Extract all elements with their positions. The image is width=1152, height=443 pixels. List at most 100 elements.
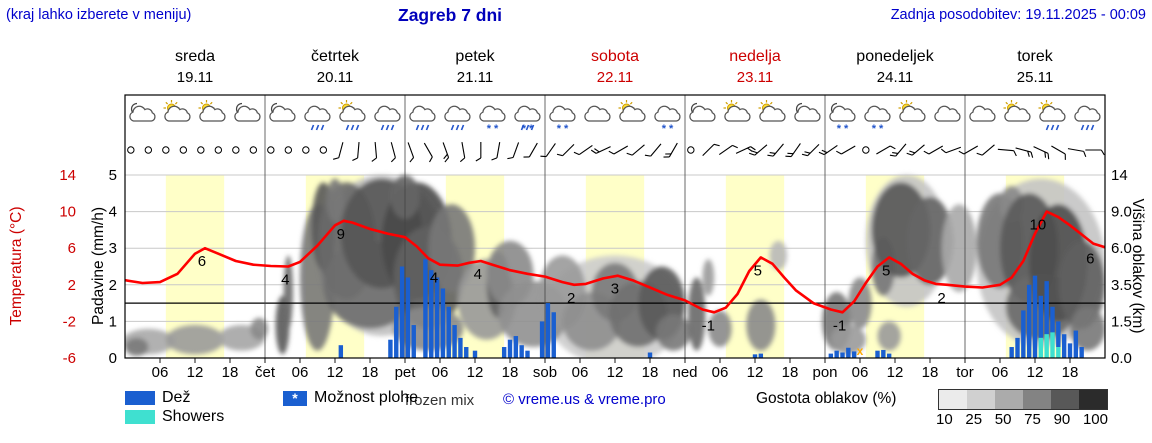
wind-barb-icon [923,145,944,155]
wind-calm-icon [232,146,240,154]
temperature-value-label: 10 [1029,217,1046,234]
wind-barb-icon [390,142,396,163]
wind-barb-icon [749,144,768,156]
rain-bar [434,277,440,358]
rain-bar [834,350,839,358]
cloud-blob [941,204,977,293]
weather-icon-cloud-rain [1074,105,1101,131]
x-axis-tick-label: 18 [642,364,659,381]
weather-icon-sun-cloud [898,100,926,122]
frozen-mix-legend-label: frozen mix [405,392,475,409]
weather-icon-sun-cloud [758,100,786,122]
temperature-value-label: -1 [833,317,846,334]
temperature-line [125,210,1105,314]
wind-barb-icon [801,143,820,157]
cloud-blob [283,255,293,329]
rain-icon [415,124,420,131]
day-date: 25.11 [1016,69,1054,86]
wind-calm-icon [249,146,258,154]
x-axis-tick-label: 12 [1027,364,1044,381]
weather-icon-cloud-rain [409,105,436,131]
weather-icon-moon-cloud [689,102,716,122]
rain-bar [1032,275,1038,358]
weather-icon-cloud [969,105,996,122]
copyright-link[interactable]: © vreme.us & vreme.pro [503,391,666,408]
wind-calm-icon [127,146,135,154]
cloud-blob [708,310,732,348]
snow-icon: * * [487,123,499,135]
wind-barb-icon [785,143,801,158]
wind-barb-icon [371,141,378,162]
wind-barb-icon [507,142,520,160]
day-header-petek: petek 21.11 [405,46,545,88]
cloud-icon [864,105,891,122]
shower-bar [1056,347,1061,358]
rain-icon [345,124,350,131]
wind-barb-icon [573,144,593,156]
cloud-blob [746,299,776,351]
precipitation-tick-label: 0 [109,350,117,367]
cloud-blob [906,196,954,285]
cloud-icon [619,105,646,122]
precipitation-axis-label: Padavine (mm/h) [90,206,107,326]
cloud-icon [269,105,296,122]
wind-barb-icon [523,142,538,158]
cloud-icon [689,105,716,122]
weather-icon-sun-cloud-rain [338,100,366,131]
wind-barb-icon [876,145,896,155]
wind-barb-icon [626,144,645,156]
cloud-blob [125,337,149,357]
day-date: 23.11 [736,69,774,86]
cloud-icon [339,105,366,122]
frozen-mix-mark: x [857,344,864,358]
cloud-blob [1070,306,1105,351]
rain-icon [455,124,460,131]
day-name: četrtek [310,48,359,65]
wind-calm-icon [687,146,695,154]
cloud-icon [899,105,926,122]
x-axis-tick-label: 06 [292,364,309,381]
weather-icon-moon-cloud [234,102,261,122]
rain-bar [388,339,393,358]
rain-bar [752,354,758,358]
weather-icon-sun-cloud-rain [1038,100,1066,131]
wind-calm-icon [862,146,870,154]
wind-barb-icon [1067,148,1087,158]
day-name: ponedeljek [856,48,934,65]
rain-bar [828,353,834,358]
weather-icon-sun-cloud [163,100,191,122]
rain-icon [530,124,535,131]
cloud-height-tick-label: 1.5 [1111,313,1132,330]
cloud-blob [702,259,715,296]
wind-barb-icon [735,146,756,154]
cloud-blob [687,277,706,351]
wind-barb-icon [718,144,738,156]
x-axis-tick-label: pet [395,364,417,381]
rain-bar [551,312,556,358]
temperature-value-label: 9 [337,226,345,243]
day-name: sobota [590,48,640,65]
x-axis-tick-label: 06 [152,364,169,381]
wind-barb-icon [459,142,466,163]
x-axis-tick-label: 12 [887,364,904,381]
wind-barb-icon [1051,145,1066,160]
day-header-ponedeljek: ponedeljek 24.11 [825,46,965,88]
day-name: nedelja [729,48,781,65]
rain-bar [840,352,845,358]
rain-bar [411,325,416,358]
cloud-icon [199,105,226,122]
cloud-icon [1004,105,1031,122]
rain-bar [851,351,857,358]
showers-legend-swatch [125,410,155,424]
wind-barb-icon [663,142,678,158]
weather-icon-cloud-rain-snow: * * [514,105,541,135]
rain-icon [450,124,455,131]
temperature-value-label: 4 [474,266,482,283]
day-header-sobota: sobota 22.11 [545,46,685,88]
rain-legend-swatch [125,391,155,405]
last-update: Zadnja posodobitev: 19.11.2025 - 00:09 [890,7,1146,23]
cloud-blob [655,314,691,351]
x-axis-tick-label: 18 [502,364,519,381]
x-axis-tick-label: pon [812,364,837,381]
snow-icon: * * [837,123,849,135]
